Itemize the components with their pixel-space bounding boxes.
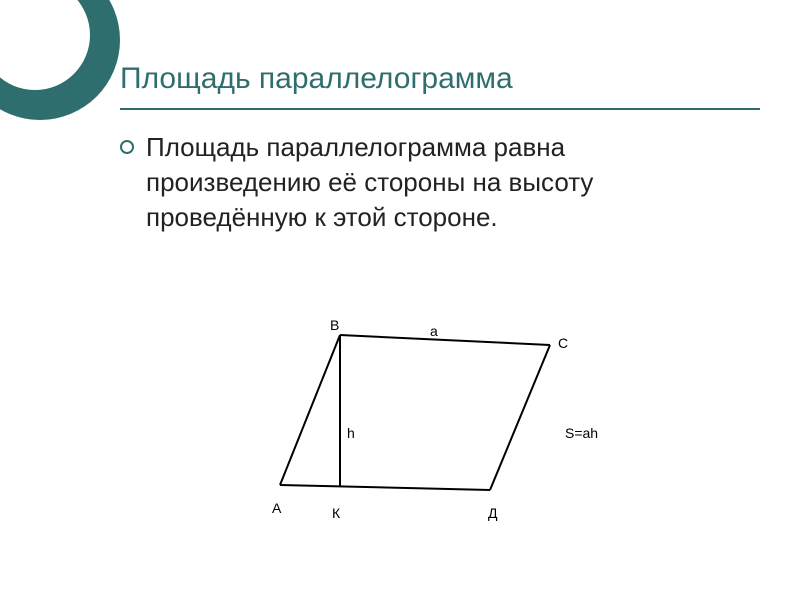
- body-text: Площадь параллелограмма равна произведен…: [146, 130, 740, 235]
- body-area: Площадь параллелограмма равна произведен…: [120, 130, 740, 235]
- parallelogram-diagram: А В С Д Ка h S=ah: [250, 295, 630, 525]
- vertex-label-b: В: [330, 317, 339, 333]
- vertex-label-d: Д: [488, 505, 497, 521]
- formula-label: S=ah: [565, 425, 598, 441]
- bullet-icon: [120, 140, 134, 154]
- bullet-row: Площадь параллелограмма равна произведен…: [120, 130, 740, 235]
- height-label-h: h: [347, 425, 355, 441]
- title-underline: [120, 108, 760, 110]
- diagram-svg: [250, 295, 630, 525]
- vertex-label-c: С: [558, 335, 568, 351]
- vertex-label-k: К: [332, 505, 340, 521]
- side-label-a: а: [430, 323, 438, 339]
- vertex-label-a: А: [272, 500, 281, 516]
- slide-title: Площадь параллелограмма: [120, 62, 513, 96]
